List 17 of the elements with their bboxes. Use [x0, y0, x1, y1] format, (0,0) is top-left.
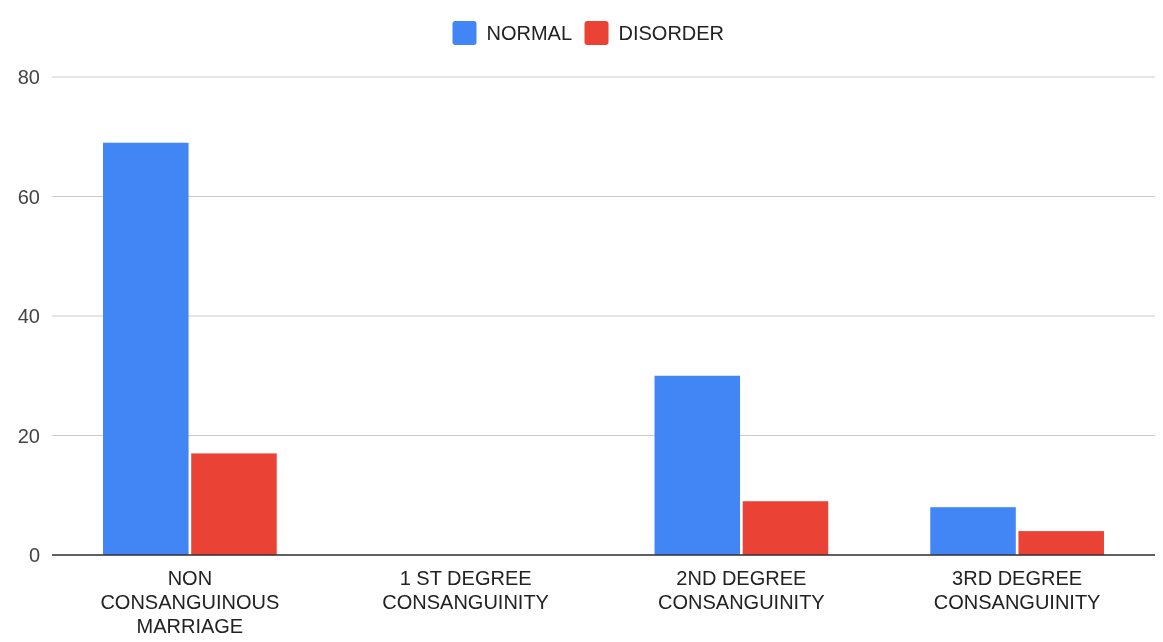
bar: [930, 507, 1016, 555]
bar: [191, 453, 277, 555]
x-tick-label: NON CONSANGUINOUS MARRIAGE: [100, 567, 280, 637]
x-tick-label: 2ND DEGREE CONSANGUINITY: [658, 567, 825, 613]
x-tick-label: 3RD DEGREE CONSANGUINITY: [933, 567, 1101, 613]
y-tick-label: 40: [17, 305, 40, 327]
y-tick-label: 60: [17, 185, 40, 208]
y-tick-label: 20: [17, 424, 40, 447]
bar: [654, 375, 741, 555]
legend-label: DISORDER: [618, 22, 725, 44]
bar: [103, 142, 189, 555]
bar: [1018, 531, 1104, 555]
bar: [742, 501, 829, 555]
y-tick-label: 80: [17, 66, 40, 88]
x-tick-label: 1 ST DEGREE CONSANGUINITY: [382, 567, 549, 613]
legend-label: NORMAL: [486, 22, 573, 44]
y-tick-label: 0: [28, 544, 40, 566]
